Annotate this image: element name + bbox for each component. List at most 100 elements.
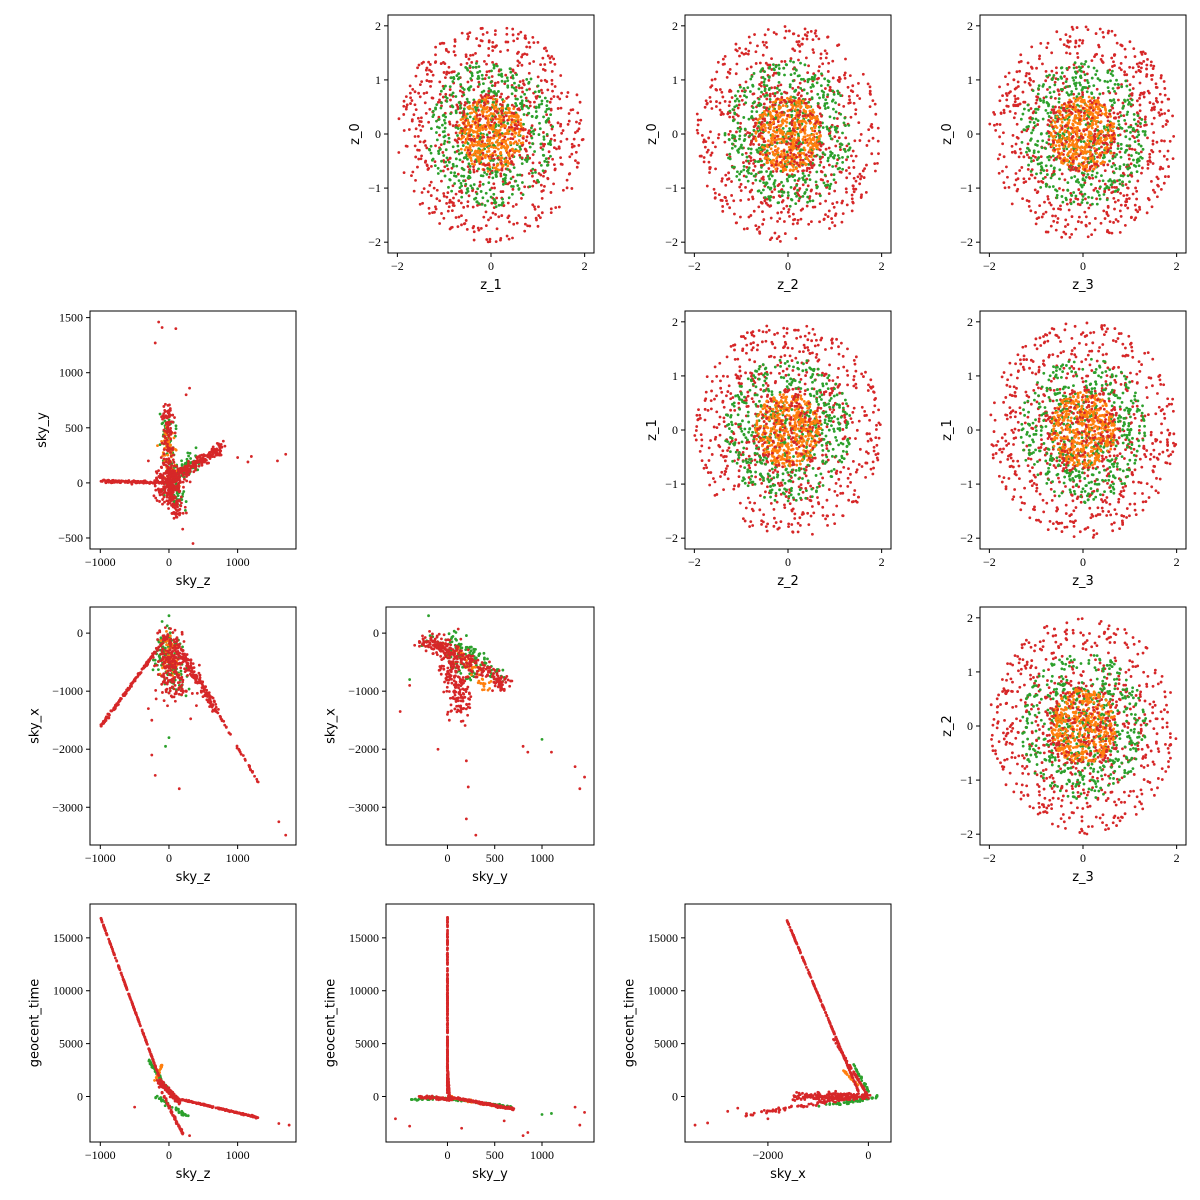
data-point [1122,114,1126,118]
data-point [1083,210,1087,214]
data-point [549,154,552,158]
data-point [1108,220,1112,223]
data-point [868,89,872,93]
data-point [739,189,743,193]
data-point [474,130,478,134]
data-point [447,133,450,137]
data-point [459,147,463,151]
data-point [776,120,780,123]
data-point [452,204,456,208]
data-point [769,147,773,151]
data-point [873,162,877,166]
data-point [1001,94,1004,98]
data-point [481,182,485,186]
data-point [472,88,476,92]
data-point [757,97,761,101]
data-point [745,95,748,99]
data-point [996,157,1000,161]
data-point [488,126,492,130]
data-point [472,183,476,186]
data-point [474,154,478,157]
data-point [547,156,551,160]
data-point [1126,186,1129,190]
data-point [451,91,455,95]
data-point [551,157,554,161]
data-point [807,222,811,226]
data-point [1080,220,1083,224]
data-point [1166,120,1169,123]
data-point [1055,30,1059,34]
data-point [821,178,824,182]
data-point [503,80,507,83]
data-point [1135,99,1139,103]
data-point [851,159,855,163]
data-point [1102,35,1105,39]
data-point [794,237,798,240]
data-point [819,52,823,56]
data-point [1096,125,1099,129]
data-point [444,95,448,99]
data-point [478,70,482,73]
x-tick-label: 0 [785,259,791,273]
data-point [775,32,778,36]
data-point [738,46,741,50]
data-point [1133,203,1137,207]
data-point [1107,90,1111,93]
data-point [1110,29,1114,33]
data-point [743,94,746,98]
data-point [466,121,470,125]
data-point [459,118,463,122]
data-point [420,191,424,194]
data-point [1051,105,1055,109]
data-point [1045,141,1049,145]
data-point [876,139,880,143]
data-point [834,181,838,184]
data-point [475,37,478,40]
data-point [1105,212,1109,216]
data-point [481,128,485,132]
data-point [805,156,809,159]
data-point [792,32,796,36]
data-point [801,183,805,187]
data-point [534,170,537,174]
data-point [762,137,766,141]
data-point [865,144,869,147]
data-point [762,80,766,84]
data-point [739,121,742,125]
data-point [513,135,517,139]
data-point [801,119,805,122]
data-point [796,169,800,173]
data-point [757,146,761,150]
data-point [813,141,817,145]
data-point [480,110,484,113]
data-point [525,45,529,49]
data-point [433,160,437,164]
data-point [1076,56,1080,59]
data-point [1144,115,1147,119]
data-point [531,167,535,171]
data-point [502,99,506,103]
data-point [457,137,461,141]
data-point [1033,188,1037,192]
data-point [1145,211,1149,215]
data-point [437,115,441,119]
data-point [774,163,778,167]
data-point [1039,99,1043,103]
data-point [1029,78,1032,82]
data-point [491,60,494,64]
data-point [410,118,414,121]
data-point [1150,122,1154,126]
data-point [520,86,524,90]
data-point [802,88,806,92]
data-point [427,206,431,210]
data-point [455,74,459,77]
data-point [1113,163,1117,167]
data-point [1031,128,1035,132]
data-point [475,104,479,107]
data-point [774,145,777,148]
data-point [806,134,810,137]
data-point [1003,186,1007,190]
data-point [539,79,543,83]
data-point [461,140,465,144]
data-point [495,132,499,136]
